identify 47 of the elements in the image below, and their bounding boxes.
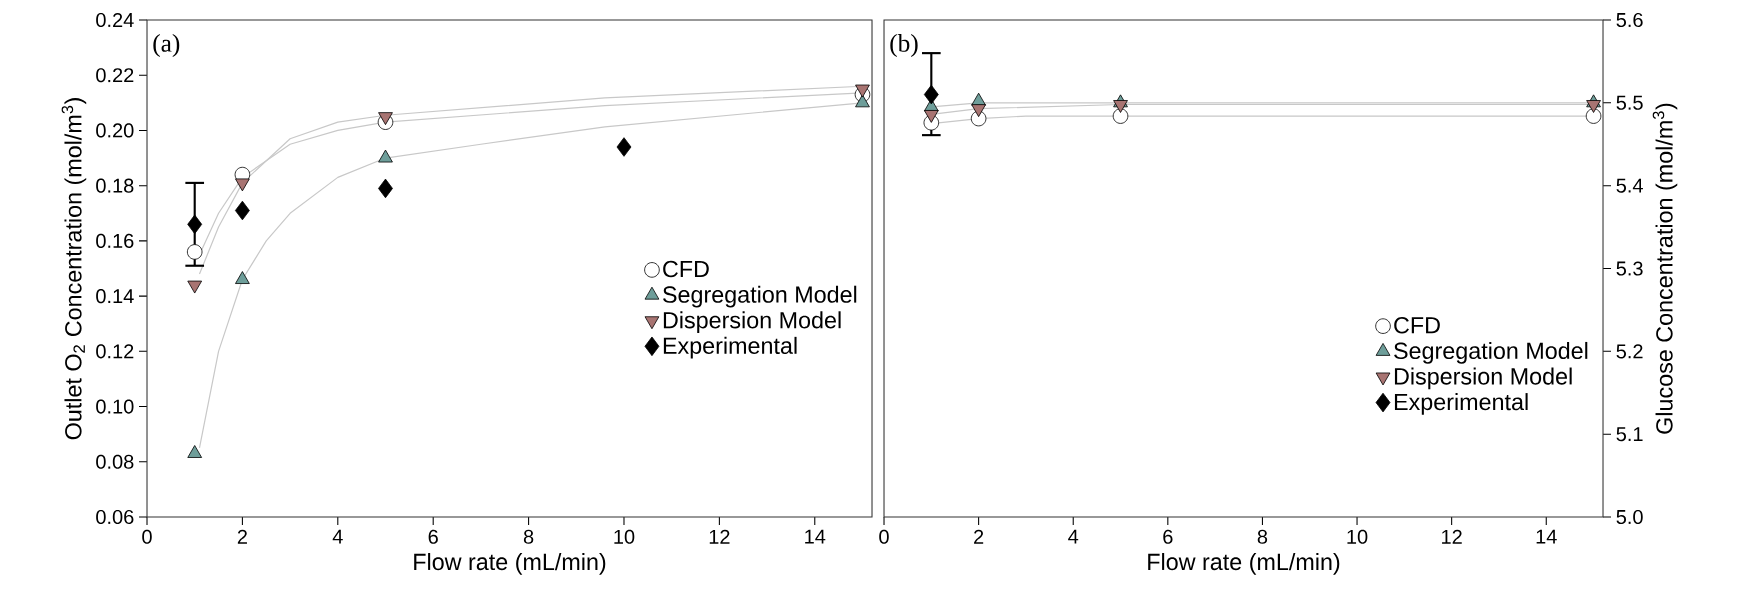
y-tick-label: 5.4 [1616,178,1643,193]
x-tick-label: 10 [1347,529,1368,544]
y-tick-label: 5.2 [1616,344,1643,359]
legend-label: Experimental [1394,393,1528,415]
y-tick-label: 0.06 [96,509,134,525]
legend-label: CFD [1394,316,1440,334]
y-tick-label: 5.3 [1616,261,1643,276]
y-tick-label: 5.0 [1616,509,1643,525]
legend-label: CFD [663,260,709,278]
y-axis-title: Glucose Concentration (mol/m$^{3}$) [1652,103,1678,434]
y-tick-label: 0.12 [96,344,134,359]
x-tick-label: 12 [1442,529,1462,544]
y-tick-label: 5.1 [1616,427,1643,442]
y-tick-label: 0.18 [96,178,134,193]
x-tick-label: 6 [1163,529,1173,544]
y-tick-label: 0.08 [96,454,134,469]
legend-label: Segregation Model [1394,341,1588,364]
legend-label: Segregation Model [663,285,857,308]
y-tick-label: 0.10 [96,399,134,414]
x-tick-label: 8 [523,529,534,544]
x-tick-label: 10 [614,529,635,544]
y-tick-label: 0.20 [96,123,134,138]
x-axis-title: Flow rate (mL/min) [1148,553,1340,575]
x-axis-title: Flow rate (mL/min) [414,553,606,575]
x-tick-label: 12 [709,529,730,544]
y-tick-label: 0.14 [96,289,134,304]
y-tick-label: 5.5 [1616,95,1643,110]
x-tick-label: 4 [332,529,343,544]
x-tick-label: 0 [142,529,152,544]
x-tick-label: 2 [974,529,984,544]
x-tick-label: 6 [428,529,438,544]
y-tick-label: 0.16 [96,233,134,248]
x-tick-label: 4 [1068,529,1079,544]
y-tick-label: 0.24 [96,12,134,28]
x-tick-label: 2 [237,529,247,544]
annotation: (a) [153,34,180,57]
legend-label: Experimental [663,336,797,359]
x-tick-label: 8 [1257,529,1268,544]
legend-label: Dispersion Model [1394,367,1572,390]
y-tick-label: 5.6 [1616,12,1643,28]
y-tick-label: 0.22 [96,68,134,83]
annotation: (b) [890,34,918,57]
y-axis-title: Outlet O$_{2}$ Concentration (mol/m$^{3}$) [61,98,87,440]
x-tick-label: 14 [1536,529,1557,544]
x-tick-label: 0 [879,529,889,544]
legend-label: Dispersion Model [663,311,841,334]
x-tick-label: 14 [805,529,826,544]
